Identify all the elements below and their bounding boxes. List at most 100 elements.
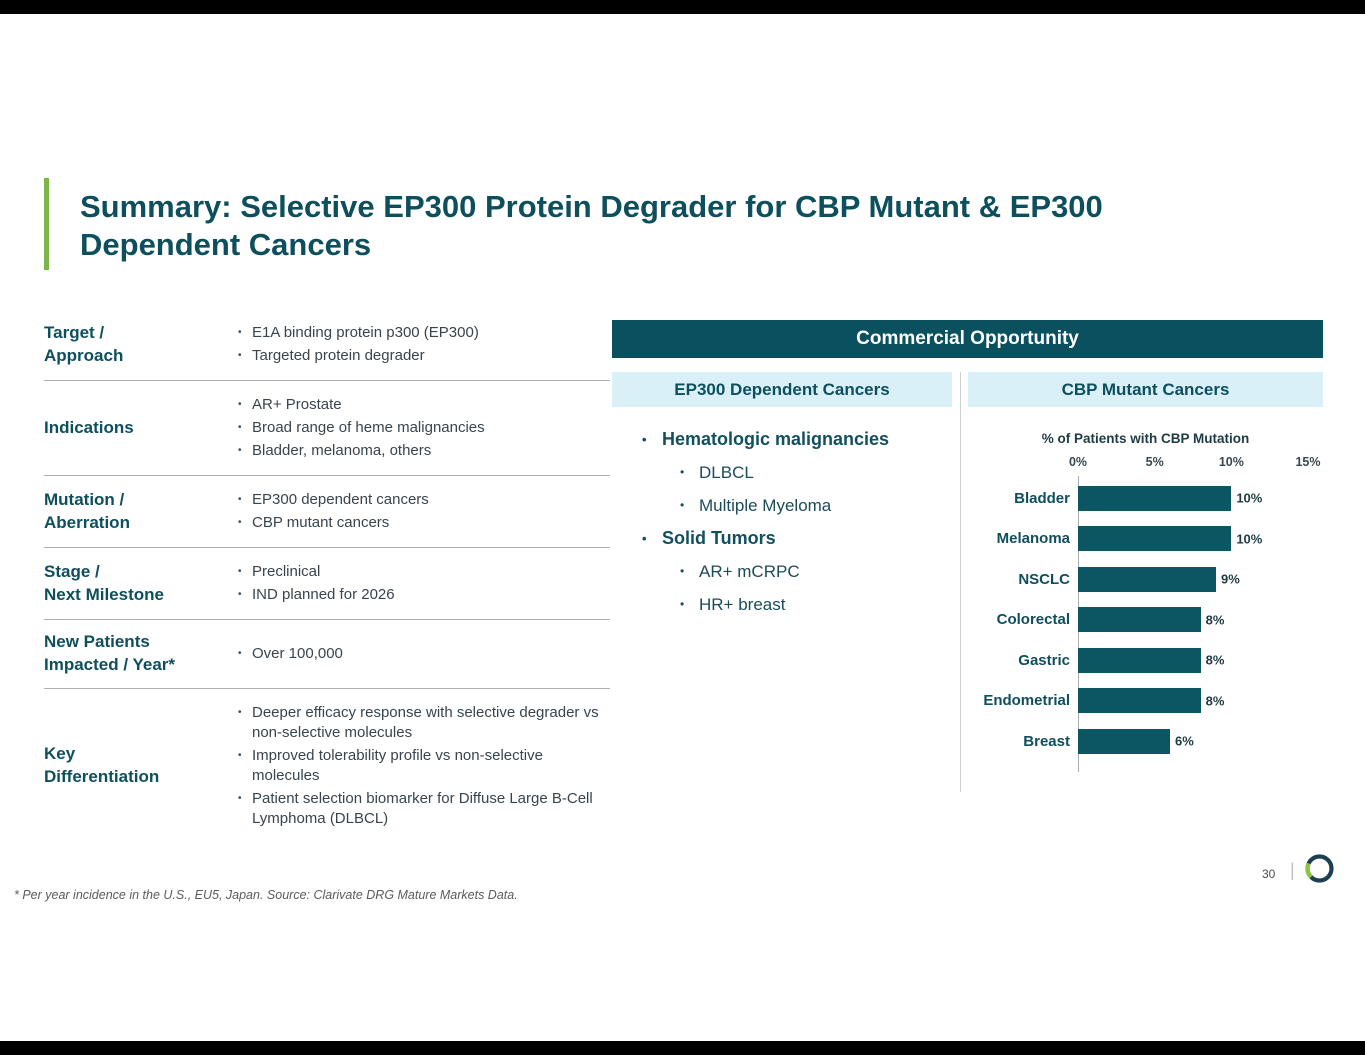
row-bullets: • Over 100,000 xyxy=(238,641,610,667)
sub-bullet-text: AR+ mCRPC xyxy=(699,562,800,581)
bullet-item: • Improved tolerability profile vs non-se… xyxy=(238,746,610,786)
panel-content: • Hematologic malignancies • DLBCL • Multiple… xyxy=(612,407,1323,772)
bullet-item: • Bladder, melanoma, others xyxy=(238,441,610,461)
sub-bullet: • DLBCL xyxy=(680,462,952,483)
top-letterbox xyxy=(0,0,1365,14)
bullet-item: • E1A binding protein p300 (EP300) xyxy=(238,323,610,343)
column-divider xyxy=(960,372,961,792)
bar-value-label: 9% xyxy=(1221,571,1240,587)
commercial-opportunity-header: Commercial Opportunity xyxy=(612,320,1323,358)
footnote: * Per year incidence in the U.S., EU5, J… xyxy=(14,888,518,902)
bar-category-label: NSCLC xyxy=(1018,570,1070,588)
bullet-text: EP300 dependent cancers xyxy=(252,491,429,508)
cbp-mutant-cancers-header: CBP Mutant Cancers xyxy=(968,372,1323,407)
chart-x-ticks: 0% 5% 10% 15% xyxy=(1069,455,1321,473)
bullet-item: • EP300 dependent cancers xyxy=(238,490,610,510)
bar-track: 9% xyxy=(1078,566,1308,592)
bar-category-label: Breast xyxy=(1023,732,1070,750)
bullet-text: Preclinical xyxy=(252,563,321,580)
bullet-icon: • xyxy=(680,498,685,512)
category-label: Hematologic malignancies xyxy=(662,429,890,449)
bullet-icon: • xyxy=(238,445,242,456)
category-bullet: • Hematologic malignancies xyxy=(642,429,952,450)
bullet-item: • Deeper efficacy response with selective… xyxy=(238,703,610,743)
bar xyxy=(1078,728,1170,754)
bullet-icon: • xyxy=(680,564,685,578)
bullet-icon: • xyxy=(238,749,242,761)
bullet-item: • IND planned for 2026 xyxy=(238,585,610,605)
bullet-icon: • xyxy=(238,706,242,718)
bar xyxy=(1078,526,1232,552)
bar-category-label: Bladder xyxy=(1014,489,1070,507)
summary-table: Target / Approach • E1A binding protein p3… xyxy=(44,309,610,843)
ep300-bullets: • Hematologic malignancies • DLBCL • Multiple… xyxy=(612,407,952,762)
bar-track: 8% xyxy=(1078,607,1308,633)
chart-row: Colorectal 8% xyxy=(968,600,1323,641)
bullet-icon: • xyxy=(238,422,242,433)
bar-value-label: 6% xyxy=(1175,733,1194,749)
bullet-text: Broad range of heme malignancies xyxy=(252,419,485,436)
bullet-text: Over 100,000 xyxy=(252,644,343,662)
row-label: Indications xyxy=(44,417,134,437)
sub-bullet-text: DLBCL xyxy=(699,463,754,482)
bullet-icon: • xyxy=(238,792,242,804)
bullet-icon: • xyxy=(238,589,242,600)
bar-value-label: 8% xyxy=(1205,612,1225,628)
sub-bullet-text: Multiple Myeloma xyxy=(699,496,832,515)
title-accent-bar xyxy=(44,178,49,270)
bar-track: 10% xyxy=(1078,485,1308,511)
bar-value-label: 8% xyxy=(1205,652,1225,668)
chart-row: NSCLC 9% xyxy=(968,559,1323,600)
bullet-text: CBP mutant cancers xyxy=(252,514,390,531)
bullet-item: • Preclinical xyxy=(238,562,610,582)
bullet-text: IND planned for 2026 xyxy=(252,586,395,603)
bullet-text: E1A binding protein p300 (EP300) xyxy=(252,324,479,341)
bar-track: 8% xyxy=(1078,647,1308,673)
bullet-icon: • xyxy=(680,597,685,611)
x-tick-label: 0% xyxy=(1068,455,1088,469)
bullet-icon: • xyxy=(238,517,242,528)
bullet-text: Patient selection biomarker for Diffuse … xyxy=(252,789,593,827)
row-bullets: • Deeper efficacy response with selective… xyxy=(238,700,610,832)
bullet-item: • Patient selection biomarker for Diffuse… xyxy=(238,789,610,829)
bullet-item: • Broad range of heme malignancies xyxy=(238,418,610,438)
summary-table-row: Indications • AR+ Prostate • Broad range of … xyxy=(44,381,610,476)
bullet-text: Improved tolerability profile vs non-sel… xyxy=(252,746,543,784)
bullet-icon: • xyxy=(642,432,647,447)
sub-bullet: • AR+ mCRPC xyxy=(680,561,952,582)
chart-row: Bladder 10% xyxy=(968,478,1323,519)
bullet-item: • AR+ Prostate xyxy=(238,395,610,415)
bullet-icon: • xyxy=(238,566,242,577)
chart-row: Gastric 8% xyxy=(968,640,1323,681)
row-bullets: • EP300 dependent cancers • CBP mutant canc… xyxy=(238,487,610,536)
bar xyxy=(1078,566,1216,592)
category-label: Solid Tumors xyxy=(662,528,776,548)
row-label: Target / Approach xyxy=(44,322,124,365)
bar-category-label: Melanoma xyxy=(996,530,1070,548)
bullet-icon: • xyxy=(642,531,647,546)
bar-category-label: Colorectal xyxy=(996,611,1070,629)
bullet-icon: • xyxy=(238,327,242,338)
bottom-letterbox xyxy=(0,1041,1365,1055)
company-ring-logo-icon xyxy=(1305,854,1334,883)
bullet-icon: • xyxy=(238,647,242,659)
chart-row: Melanoma 10% xyxy=(968,519,1323,560)
bar xyxy=(1078,607,1201,633)
x-tick-label: 10% xyxy=(1218,455,1244,469)
row-label: Key Differentiation xyxy=(44,743,160,786)
bar xyxy=(1078,647,1201,673)
chart-rows: Bladder 10% Melanoma 10% NSCLC 9% Colorectal 8%… xyxy=(968,476,1323,772)
bullet-text: Deeper efficacy response with selective … xyxy=(252,703,599,741)
row-bullets: • Preclinical • IND planned for 2026 xyxy=(238,559,610,608)
bullet-icon: • xyxy=(238,494,242,505)
bullet-item: • Over 100,000 xyxy=(238,644,610,664)
summary-table-row: Key Differentiation • Deeper efficacy resp… xyxy=(44,689,610,843)
summary-table-row: New Patients Impacted / Year* • Over 100,0… xyxy=(44,620,610,689)
chart-row: Breast 6% xyxy=(968,721,1323,762)
bar-value-label: 10% xyxy=(1236,531,1263,547)
chart-title: % of Patients with CBP Mutation xyxy=(1041,431,1250,446)
summary-table-row: Target / Approach • E1A binding protein p3… xyxy=(44,309,610,381)
row-label: New Patients Impacted / Year* xyxy=(44,632,176,674)
bar-value-label: 8% xyxy=(1205,693,1225,709)
x-tick-label: 5% xyxy=(1145,455,1164,469)
